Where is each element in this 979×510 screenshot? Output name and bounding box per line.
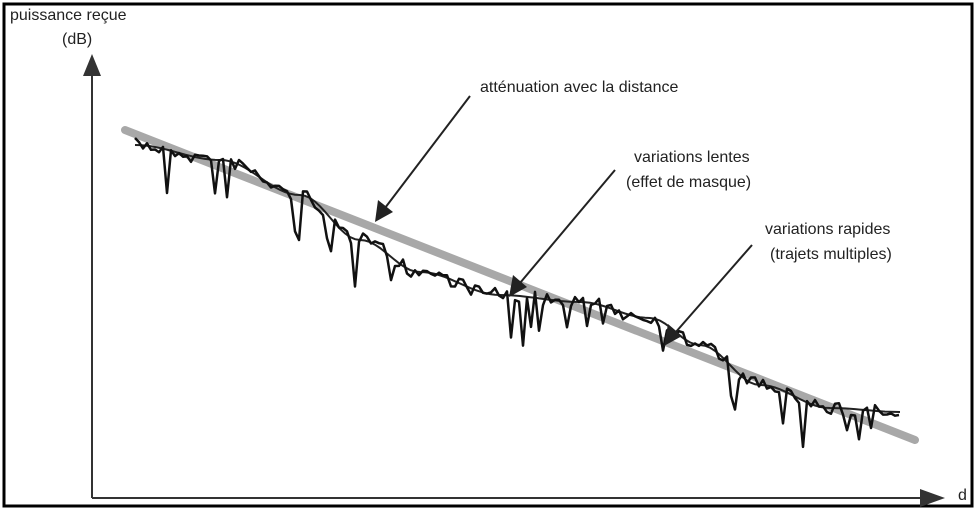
arrowhead	[375, 200, 393, 222]
x-axis-arrow	[920, 489, 945, 507]
annotation: atténuation avec la distance	[480, 79, 678, 96]
fast-variation-curve	[134, 137, 900, 449]
y-axis-arrow	[83, 54, 101, 76]
arrow	[674, 244, 753, 334]
arrowhead	[664, 324, 682, 346]
arrowhead	[509, 275, 527, 297]
annotation: variations rapides	[765, 221, 890, 238]
annotation: (trajets multiples)	[770, 246, 892, 263]
annotation: (effet de masque)	[626, 174, 751, 191]
y-axis-label: puissance reçue	[10, 7, 127, 24]
x-axis-label: d	[958, 487, 967, 504]
y-axis-unit: (dB)	[62, 31, 92, 48]
arrow	[384, 95, 471, 209]
arrow	[519, 169, 616, 284]
annotation: variations lentes	[634, 149, 750, 166]
